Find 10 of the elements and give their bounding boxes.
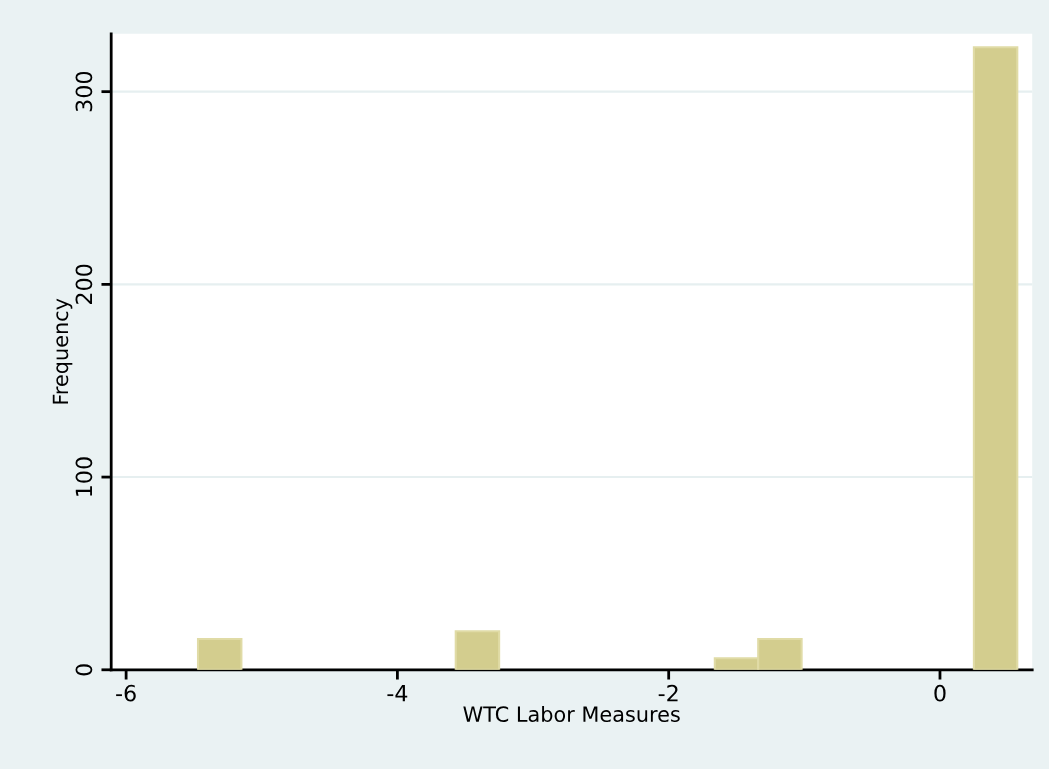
- x-tick-label: -4: [387, 685, 408, 702]
- y-axis-title: Frequency: [52, 298, 73, 404]
- x-axis-title: WTC Labor Measures: [463, 705, 680, 723]
- x-tick-label: 0: [934, 684, 946, 702]
- x-tick-label: -6: [116, 684, 136, 702]
- y-tick-label: 300: [75, 71, 93, 112]
- y-tick-label: 0: [75, 664, 93, 676]
- x-tick-label: -2: [658, 684, 678, 702]
- y-tick-label: 100: [75, 457, 93, 496]
- y-tick-label: 200: [75, 264, 93, 304]
